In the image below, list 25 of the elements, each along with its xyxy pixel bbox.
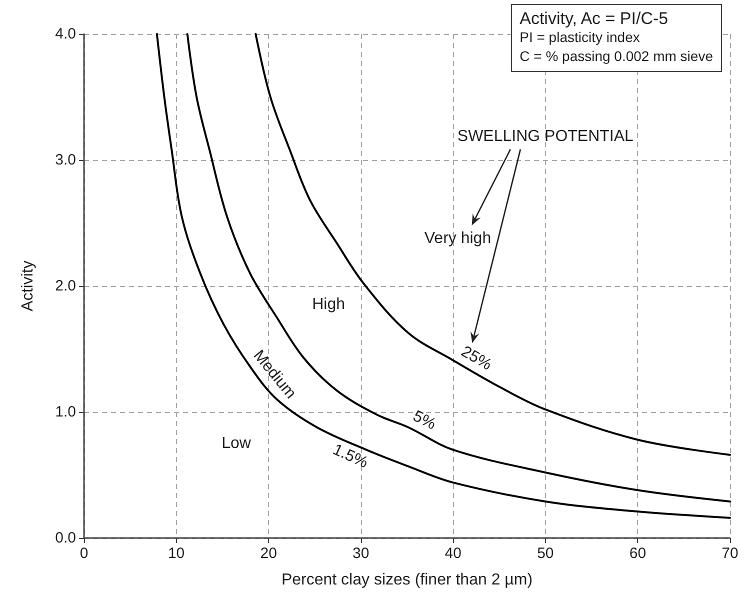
x-axis-title: Percent clay sizes (finer than 2 µm) [281, 572, 533, 588]
y-tick-label: 3.0 [55, 152, 76, 168]
x-tick-label: 60 [629, 545, 646, 562]
annotation: 1.5% [330, 440, 370, 472]
x-tick-label: 0 [80, 545, 88, 562]
text: Activity, Ac = PI/C-5 [520, 9, 670, 28]
x-tick-label: 10 [168, 545, 185, 562]
x-tick-label: 50 [537, 545, 554, 562]
annotation: 5% [410, 407, 438, 434]
y-tick-label: 2.0 [55, 278, 76, 294]
y-tick-label: 1.0 [55, 404, 76, 420]
x-tick-label: 30 [352, 545, 370, 562]
annotation: SWELLING POTENTIAL [457, 128, 634, 146]
x-tick-label: 40 [444, 545, 462, 562]
annotation: PI = plasticity index [520, 28, 641, 47]
annotation: C = % passing 0.002 mm sieve [520, 47, 713, 66]
x-tick-label: 20 [260, 545, 277, 562]
y-tick-label: 4.0 [55, 26, 76, 42]
annotation: 25% [458, 343, 495, 375]
x-tick-label: 70 [722, 545, 738, 562]
annotation: Very high [424, 230, 492, 248]
annotation: High [312, 296, 345, 314]
y-axis-title: Activity [20, 260, 36, 312]
annotation: Low [222, 434, 251, 452]
y-tick-label: 0.0 [55, 530, 76, 546]
